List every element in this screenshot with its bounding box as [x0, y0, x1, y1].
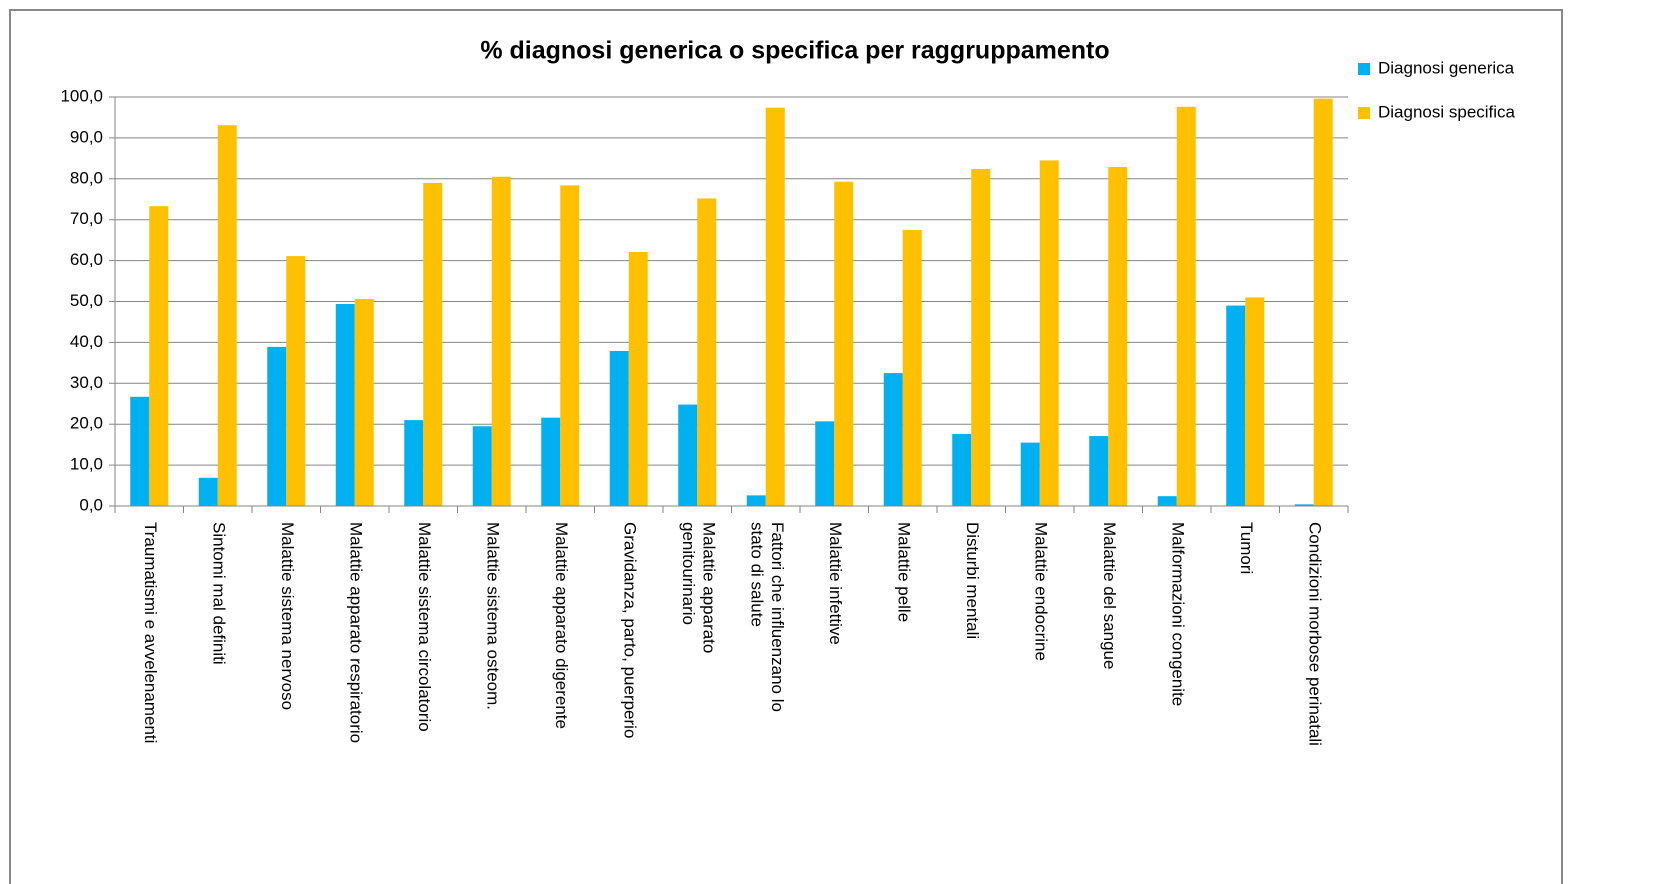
bar — [815, 421, 835, 506]
bar — [1226, 305, 1246, 506]
bar — [1020, 442, 1040, 506]
bar — [952, 434, 972, 506]
y-tick-label: 70,0 — [70, 209, 103, 228]
bar — [765, 107, 785, 506]
x-tick-label: Malattie apparato respiratorio — [346, 522, 365, 743]
y-tick-label: 80,0 — [70, 168, 103, 187]
bar — [217, 125, 237, 506]
bar — [1089, 436, 1109, 506]
bar — [560, 185, 580, 506]
bar — [198, 477, 218, 506]
legend-swatch — [1358, 63, 1370, 75]
bar — [971, 168, 991, 506]
x-tick-label: Disturbi mentali — [963, 522, 982, 639]
y-tick-label: 30,0 — [70, 373, 103, 392]
bar — [834, 181, 854, 506]
x-tick-label: Traumatismi e avvelenamenti — [141, 522, 160, 743]
y-tick-label: 10,0 — [70, 455, 103, 474]
bar — [130, 396, 150, 506]
bar — [149, 206, 169, 506]
bar — [628, 252, 648, 506]
bar — [1245, 297, 1265, 506]
x-tick-label: Malattie pelle — [894, 522, 913, 622]
legend-swatch — [1358, 107, 1370, 119]
bar — [1176, 106, 1196, 506]
bar — [1108, 166, 1128, 506]
x-tick-label: Gravidanza, parto, puerperio — [620, 522, 639, 738]
y-tick-label: 0,0 — [79, 495, 103, 514]
y-tick-label: 100,0 — [60, 86, 103, 105]
bar — [902, 229, 922, 507]
bar — [267, 346, 287, 506]
x-tick-label: Malformazioni congenite — [1168, 522, 1187, 706]
bar — [423, 182, 443, 506]
bar — [354, 299, 374, 506]
bar — [1294, 504, 1314, 506]
bar — [697, 198, 717, 506]
x-tick-label: Fattori che influenzano lostato di salut… — [747, 522, 786, 712]
x-tick-label: Malattie del sangue — [1100, 522, 1119, 669]
bar — [404, 420, 424, 506]
y-tick-label: 20,0 — [70, 414, 103, 433]
x-tick-label: Malattie endocrine — [1031, 522, 1050, 661]
x-tick-label: Malattie infettive — [826, 522, 845, 645]
bar — [746, 495, 766, 506]
y-tick-label: 40,0 — [70, 332, 103, 351]
bar — [1039, 160, 1059, 506]
chart-title: % diagnosi generica o specifica per ragg… — [480, 37, 1109, 65]
bar — [1313, 98, 1333, 507]
x-tick-label: Malattie sistema circolatorio — [415, 522, 434, 732]
x-tick-label: Condizioni morbose perinatali — [1305, 522, 1324, 746]
bar — [472, 426, 492, 506]
bar — [609, 350, 629, 506]
bar — [678, 404, 698, 506]
y-tick-label: 90,0 — [70, 127, 103, 146]
bar — [883, 373, 903, 506]
bar — [491, 176, 511, 506]
y-tick-label: 60,0 — [70, 250, 103, 269]
x-tick-label: Sintomi mal definiti — [209, 522, 228, 665]
legend-label: Diagnosi specifica — [1378, 102, 1516, 121]
bar — [541, 417, 561, 506]
y-tick-label: 50,0 — [70, 291, 103, 310]
x-tick-label: Malattie apparatogenitourinario — [679, 522, 718, 653]
x-tick-label: Malattie apparato digerente — [552, 522, 571, 729]
bar — [1157, 496, 1177, 506]
x-tick-label: Malattie sistema nervoso — [278, 522, 297, 710]
bar — [335, 303, 355, 506]
x-tick-label: Malattie sistema osteom. — [483, 522, 502, 710]
legend-label: Diagnosi generica — [1378, 58, 1515, 77]
bar — [286, 256, 306, 506]
x-tick-label: Tumori — [1237, 522, 1256, 574]
